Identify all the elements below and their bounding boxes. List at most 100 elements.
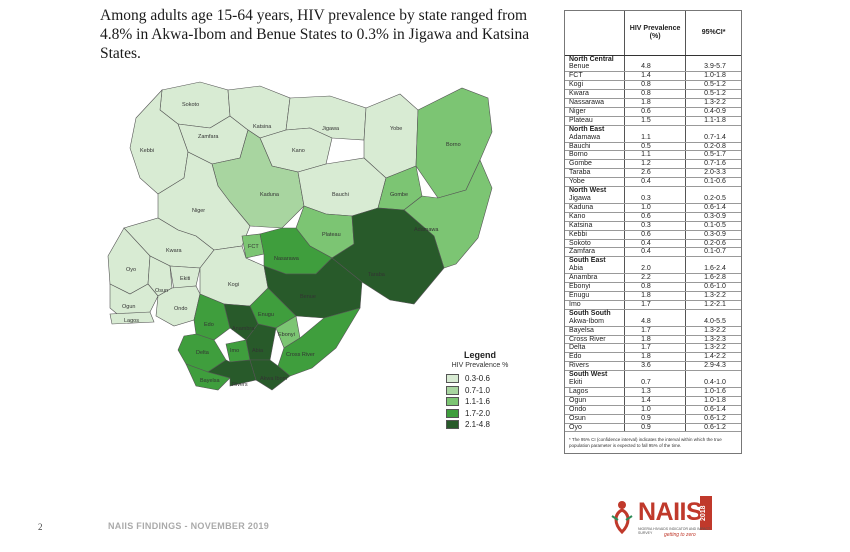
- prevalence-cell: 1.7: [624, 343, 686, 354]
- region-blank-cell: [685, 54, 741, 64]
- state-cell: Ondo: [565, 405, 625, 415]
- state-cell: Sokoto: [565, 239, 625, 249]
- ci-cell: 3.9-5.7: [685, 63, 741, 73]
- ci-cell: 0.3-0.9: [685, 230, 741, 240]
- prevalence-cell: 2.2: [624, 273, 686, 284]
- prevalence-cell: 0.3: [624, 221, 686, 231]
- table-row: Niger 0.6 0.4-0.9: [565, 107, 741, 117]
- prevalence-cell: 1.5: [624, 116, 686, 126]
- prevalence-cell: 0.6: [624, 212, 686, 222]
- state-bayelsa: [185, 363, 231, 391]
- state-cell: Kano: [565, 212, 625, 222]
- state-cell: Edo: [565, 352, 625, 363]
- table-row: Ondo 1.0 0.6-1.4: [565, 405, 741, 415]
- map-label-yobe: Yobe: [390, 126, 402, 132]
- table-row: Akwa-Ibom 4.8 4.0-5.5: [565, 317, 741, 327]
- prevalence-column-header: HIV Prevalence (%): [624, 11, 686, 56]
- state-cell: FCT: [565, 71, 625, 82]
- state-cell: Kaduna: [565, 203, 625, 213]
- prevalence-cell: 4.8: [624, 63, 686, 73]
- table-row: Lagos 1.3 1.0-1.6: [565, 387, 741, 397]
- state-cell: Gombe: [565, 159, 625, 170]
- map-label-kebbi: Kebbi: [140, 148, 154, 154]
- table-row: FCT 1.4 1.0-1.8: [565, 71, 741, 82]
- legend-item: 0.3-0.6: [440, 373, 520, 385]
- legend-subtitle: HIV Prevalence %: [451, 362, 509, 369]
- ci-cell: 0.1-0.6: [685, 177, 741, 188]
- ci-cell: 0.6-1.0: [685, 282, 741, 292]
- state-lagos: [109, 311, 155, 325]
- prevalence-cell: 1.4: [624, 396, 686, 406]
- prevalence-cell: 0.9: [624, 414, 686, 424]
- state-cell: Plateau: [565, 116, 625, 126]
- state-cell: Borno: [565, 150, 625, 161]
- table-row: Kogi 0.8 0.5-1.2: [565, 80, 741, 91]
- region-blank-cell: [624, 124, 686, 134]
- prevalence-cell: 4.8: [624, 317, 686, 327]
- legend-title: Legend: [463, 350, 496, 360]
- region-blank-cell: [624, 370, 686, 380]
- prevalence-cell: 3.6: [624, 361, 686, 372]
- region-header-row: South East: [565, 256, 741, 266]
- map-label-benue: Benue: [300, 294, 316, 300]
- logo-wordmark: NAIIS: [638, 498, 703, 526]
- prevalence-cell: 1.0: [624, 203, 686, 213]
- table-row: Plateau 1.5 1.1-1.8: [565, 116, 741, 126]
- region-blank-cell: [685, 256, 741, 266]
- region-blank-cell: [685, 124, 741, 134]
- table-row: Ekiti 0.7 0.4-1.0: [565, 379, 741, 388]
- prevalence-cell: 1.1: [624, 133, 686, 143]
- state-cell: Imo: [565, 300, 625, 310]
- map-label-jigawa: Jigawa: [322, 126, 340, 132]
- ci-cell: 0.1-0.5: [685, 221, 741, 231]
- table-body: North Central Benue 4.8 3.9-5.7 FCT 1.4 1.0-1.…: [565, 54, 741, 433]
- state-cell: Enugu: [565, 291, 625, 301]
- prevalence-cell: 1.0: [624, 405, 686, 415]
- state-cell: Ogun: [565, 396, 625, 406]
- map-label-ekiti: Ekiti: [180, 276, 190, 282]
- prevalence-cell: 1.8: [624, 291, 686, 301]
- map-label-katsina: Katsina: [253, 124, 272, 130]
- region-blank-cell: [624, 186, 686, 195]
- prevalence-cell: 1.7: [624, 300, 686, 310]
- ci-cell: 1.3-2.3: [685, 335, 741, 345]
- state-cell: Delta: [565, 343, 625, 354]
- state-akwa-ibom: [249, 359, 291, 391]
- prevalence-cell: 0.7: [624, 379, 686, 388]
- prevalence-cell: 0.8: [624, 89, 686, 100]
- ci-cell: 0.4-0.9: [685, 107, 741, 117]
- prevalence-cell: 1.2: [624, 159, 686, 170]
- region-blank-cell: [685, 308, 741, 318]
- ribbon-figure-icon: [611, 501, 633, 534]
- state-cell: Taraba: [565, 168, 625, 179]
- ci-cell: 1.4-2.2: [685, 352, 741, 363]
- table-row: Enugu 1.8 1.3-2.2: [565, 291, 741, 301]
- ci-cell: 0.5-1.7: [685, 150, 741, 161]
- prevalence-cell: 0.3: [624, 195, 686, 204]
- table-row: Bayelsa 1.7 1.3-2.2: [565, 326, 741, 336]
- state-cell: Rivers: [565, 361, 625, 372]
- prevalence-cell: 0.4: [624, 239, 686, 249]
- table-row: Abia 2.0 1.6-2.4: [565, 265, 741, 275]
- legend-label: 1.1-1.6: [465, 397, 490, 407]
- table-row: Jigawa 0.3 0.2-0.5: [565, 195, 741, 204]
- ci-cell: 1.1-1.8: [685, 116, 741, 126]
- prevalence-table: HIV Prevalence (%) 95%CI* North Central B…: [565, 11, 741, 433]
- table-row: Rivers 3.6 2.9-4.3: [565, 361, 741, 372]
- region-header-row: North East: [565, 124, 741, 134]
- table-row: Edo 1.8 1.4-2.2: [565, 352, 741, 363]
- ci-cell: 0.6-1.2: [685, 414, 741, 424]
- state-cell: Nassarawa: [565, 98, 625, 108]
- legend-swatch: [446, 374, 459, 384]
- legend-item: 1.1-1.6: [440, 396, 520, 408]
- region-name: South East: [565, 256, 625, 266]
- state-anambra: [223, 303, 259, 341]
- map-label-bauchi: Bauchi: [332, 192, 349, 198]
- map-label-kaduna: Kaduna: [260, 192, 280, 198]
- map-label-osun: Osun: [155, 288, 168, 294]
- table-row: Ebonyi 0.8 0.6-1.0: [565, 282, 741, 292]
- table-row: Anambra 2.2 1.6-2.8: [565, 273, 741, 284]
- table-row: Kaduna 1.0 0.6-1.4: [565, 203, 741, 213]
- state-cell: Adamawa: [565, 133, 625, 143]
- state-cell: Kogi: [565, 80, 625, 91]
